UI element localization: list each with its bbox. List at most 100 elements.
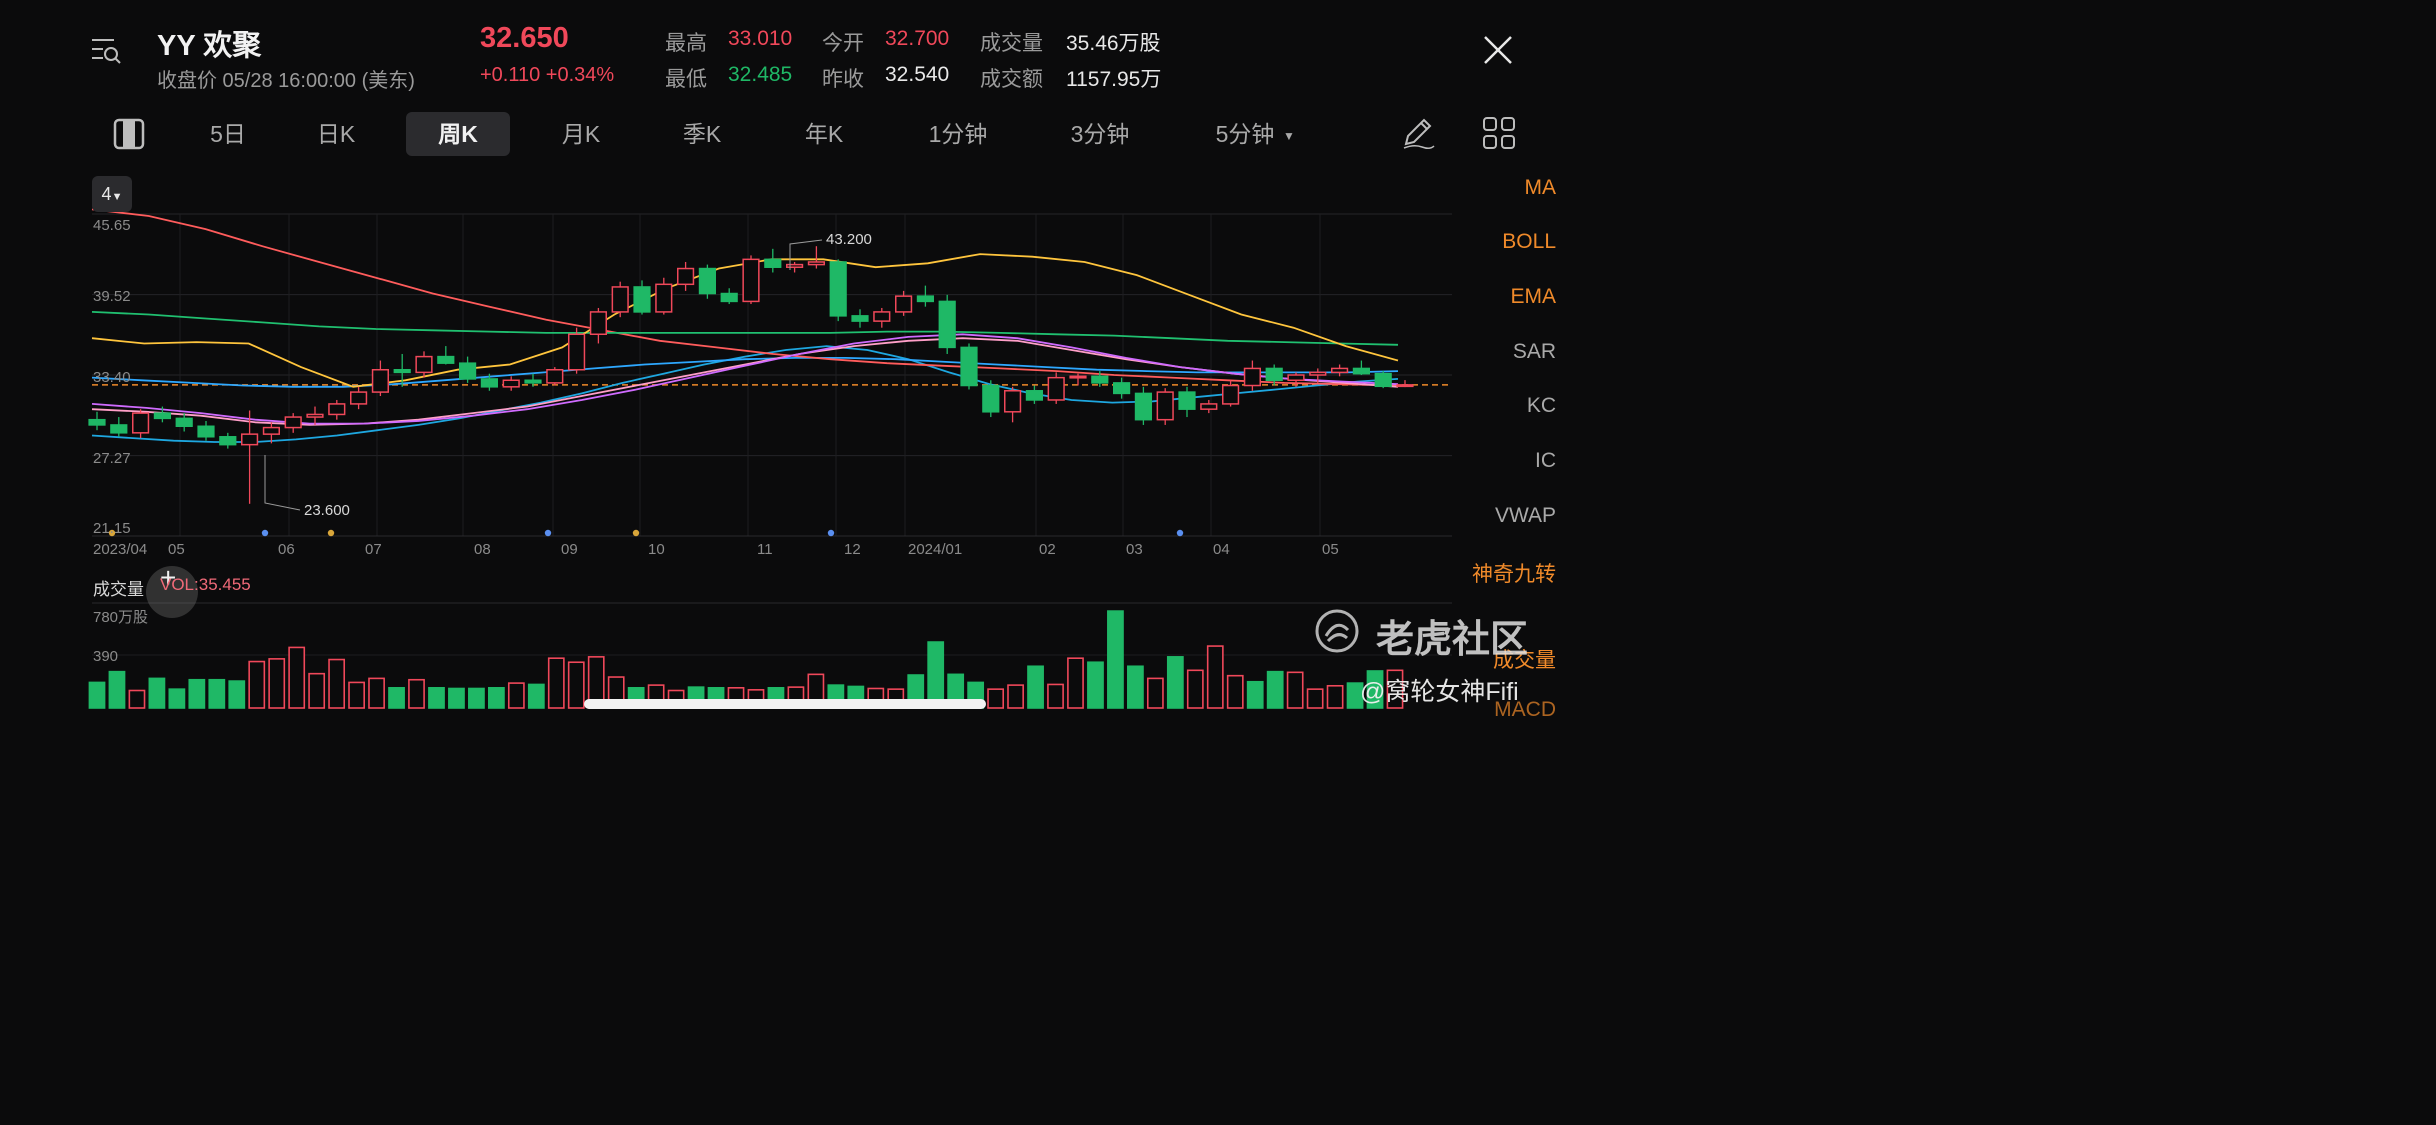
indicator-volume[interactable]: 成交量 [1493, 649, 1556, 672]
x-tick-label: 09 [561, 541, 578, 558]
turnover-label: 成交额 [980, 68, 1043, 91]
volume-bar [1206, 645, 1224, 709]
volume-bar [108, 670, 126, 709]
indicator-line [91, 356, 1399, 388]
indicator-kc[interactable]: KC [1526, 394, 1556, 417]
candle-body [655, 283, 673, 313]
indicator-ic[interactable]: IC [1535, 449, 1556, 472]
candle-body [480, 378, 498, 388]
candle-body [393, 368, 411, 374]
indicator-sar[interactable]: SAR [1512, 340, 1556, 363]
volume-bar [288, 646, 306, 709]
tab-3min[interactable]: 3分钟 [1070, 121, 1130, 147]
candle-body [262, 426, 280, 435]
volume-bar [1306, 688, 1324, 709]
candle-body [764, 258, 782, 268]
volume-bar [408, 678, 425, 709]
volume-bar [268, 658, 286, 709]
indicator-boll[interactable]: BOLL [1502, 230, 1556, 253]
volume-bar [1127, 665, 1144, 709]
signal-dot [1176, 529, 1184, 537]
indicator-ma[interactable]: MA [1524, 176, 1557, 199]
y-tick-label: 27.27 [93, 450, 131, 467]
indicator-magic-nine[interactable]: 神奇九转 [1472, 563, 1556, 586]
tiger-logo-icon [1314, 608, 1360, 654]
layout-toggle-icon[interactable] [113, 118, 145, 150]
candle-body [1331, 367, 1349, 374]
candle-body [1113, 382, 1131, 395]
tab-quarterly[interactable]: 季K [682, 121, 722, 147]
x-tick-label: 06 [278, 541, 295, 558]
candle-body [459, 362, 477, 380]
tab-5min[interactable]: 5分钟 [1215, 121, 1275, 147]
volume-bar [388, 687, 405, 709]
candle-body [720, 292, 738, 303]
home-indicator[interactable] [584, 699, 986, 709]
y-tick-label: 21.15 [93, 520, 131, 537]
candle-body [197, 425, 215, 438]
candle-body [371, 368, 389, 393]
volume-tick-label: 780万股 [93, 609, 149, 626]
last-price: 32.650 [480, 22, 569, 54]
high-annotation: 43.200 [826, 231, 872, 248]
candle-body [546, 368, 564, 384]
candle-body [873, 311, 891, 322]
signal-dot [632, 529, 640, 537]
volume-bar [468, 687, 485, 709]
tab-weekly[interactable]: 周K [406, 112, 510, 156]
volume-bar [1027, 665, 1044, 709]
indicator-line [91, 208, 1399, 387]
low-value: 32.485 [728, 63, 793, 86]
chevron-down-icon[interactable]: ▼ [1283, 129, 1295, 143]
tab-yearly[interactable]: 年K [804, 121, 844, 147]
candle-body [938, 300, 956, 349]
x-tick-label: 2023/04 [93, 541, 148, 558]
volume-value: 35.46万股 [1066, 32, 1161, 55]
chart-annotations [108, 239, 1184, 537]
volume-bar [1107, 610, 1124, 709]
candle-body [306, 413, 324, 418]
volume-bar [1146, 677, 1164, 709]
indicator-macd[interactable]: MACD [1494, 698, 1556, 721]
x-tick-label: 2024/01 [908, 541, 963, 558]
indicator-ema[interactable]: EMA [1510, 285, 1556, 308]
candle-body [1156, 391, 1174, 421]
high-label: 最高 [665, 32, 707, 55]
tab-monthly[interactable]: 月K [561, 121, 601, 147]
tab-daily[interactable]: 日K [316, 121, 356, 147]
candle-body [1396, 384, 1414, 388]
tab-1min[interactable]: 1分钟 [928, 121, 988, 147]
y-tick-label: 39.52 [93, 288, 131, 305]
candle-body [1352, 367, 1370, 375]
volume-bar [188, 678, 206, 709]
grid-menu-icon[interactable] [1482, 116, 1516, 150]
candle-body [611, 286, 629, 313]
candle-body [677, 267, 695, 286]
candle-body [241, 433, 259, 446]
menu-search-icon[interactable] [90, 36, 122, 66]
candle-body [1287, 374, 1305, 382]
volume-bar [1286, 671, 1304, 709]
candle-body [698, 267, 716, 295]
volume-bar [448, 687, 465, 709]
candle-body [1222, 384, 1240, 405]
indicator-vwap[interactable]: VWAP [1494, 504, 1556, 527]
period-selector[interactable]: 4▼ [92, 176, 132, 212]
volume-bar [1047, 683, 1064, 709]
draw-pen-icon[interactable] [1400, 114, 1436, 150]
plus-icon[interactable]: + [160, 562, 177, 593]
signal-dot [544, 529, 552, 537]
candle-body [132, 412, 150, 434]
x-tick-label: 05 [1322, 541, 1339, 558]
watermark-logo-text: 老虎社区 [1376, 619, 1529, 661]
volume-bar [248, 660, 266, 709]
price-change: +0.110 +0.34% [480, 64, 615, 86]
crosshair-button[interactable] [146, 566, 198, 618]
candle-body [633, 286, 651, 313]
volume-pane-title: 成交量 [93, 580, 144, 599]
close-icon[interactable] [1482, 34, 1514, 66]
tab-5day[interactable]: 5日 [210, 121, 246, 147]
indicator-line [91, 333, 1399, 425]
volume-bar [428, 687, 445, 709]
candle-body [1178, 391, 1196, 410]
